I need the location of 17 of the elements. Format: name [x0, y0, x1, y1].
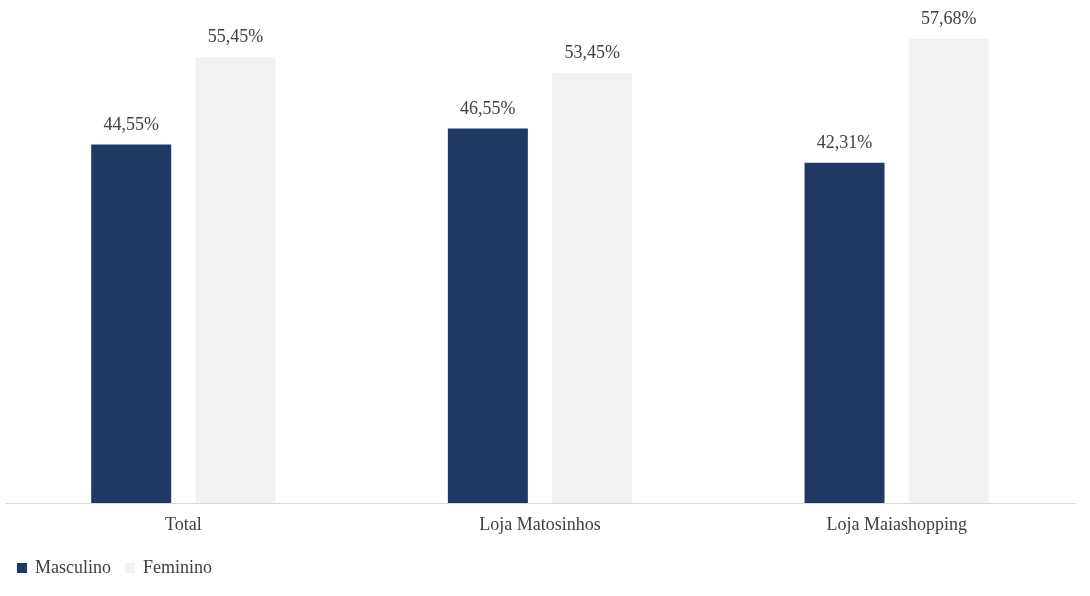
data-label: 46,55%	[460, 97, 516, 118]
data-label: 42,31%	[816, 131, 873, 152]
x-tick-label: Total	[164, 513, 202, 534]
legend-label: Feminino	[143, 557, 213, 577]
data-label: 57,68%	[921, 8, 977, 28]
bar	[447, 128, 528, 503]
bar	[552, 73, 633, 503]
bar	[908, 39, 989, 503]
bar	[195, 56, 276, 503]
data-label: 53,45%	[564, 42, 620, 63]
legend-label: Masculino	[35, 557, 111, 577]
x-tick-label: Loja Matosinhos	[479, 513, 601, 534]
data-label: 55,45%	[207, 25, 264, 46]
x-tick-label: Loja Maiashopping	[826, 513, 967, 534]
bar	[804, 162, 885, 503]
bar	[91, 144, 172, 503]
data-label: 44,55%	[103, 113, 159, 134]
